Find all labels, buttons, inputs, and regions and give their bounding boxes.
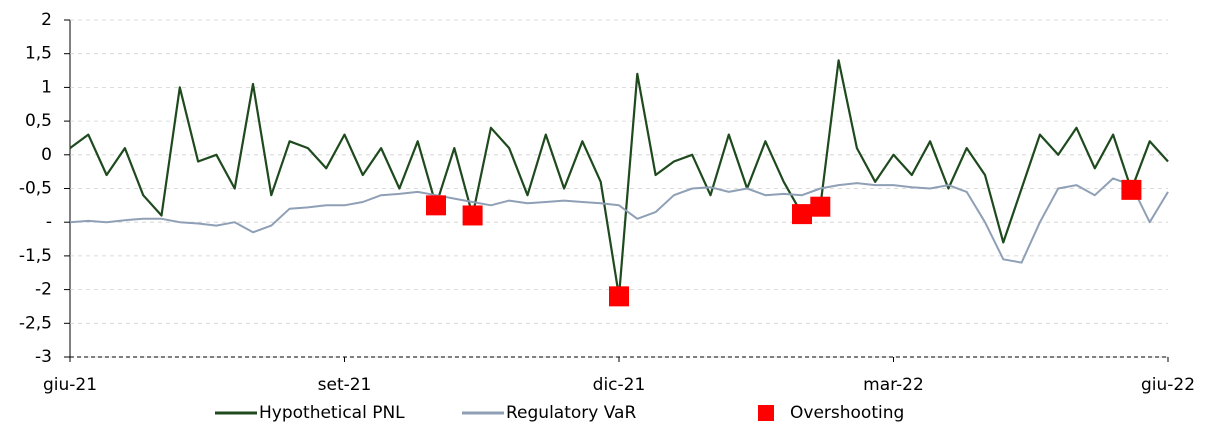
y-tick-label: - bbox=[46, 212, 52, 232]
x-tick-label: dic-21 bbox=[593, 375, 646, 395]
y-tick-label: -3 bbox=[35, 347, 52, 367]
overshoot-marker bbox=[462, 205, 483, 226]
x-tick-label: giu-22 bbox=[1141, 375, 1195, 395]
x-tick-label: set-21 bbox=[318, 375, 372, 395]
x-tick-label: mar-22 bbox=[863, 375, 924, 395]
x-tick-label: giu-21 bbox=[43, 375, 97, 395]
y-tick-label: -2 bbox=[35, 280, 52, 300]
series-line bbox=[69, 177, 1169, 264]
legend-swatch bbox=[758, 405, 774, 421]
overshoot-marker bbox=[792, 204, 812, 225]
y-tick-label: 0 bbox=[41, 145, 52, 165]
y-tick-label: -2,5 bbox=[19, 313, 52, 333]
series-line bbox=[69, 59, 1169, 298]
y-tick-label: 1 bbox=[41, 77, 52, 97]
legend-label: Hypothetical PNL bbox=[259, 403, 405, 423]
legend-label: Overshooting bbox=[790, 403, 904, 423]
y-tick-label: -0,5 bbox=[19, 179, 52, 199]
overshoot-marker bbox=[609, 286, 629, 307]
legend-label: Regulatory VaR bbox=[506, 403, 636, 423]
overshoot-marker bbox=[1121, 179, 1142, 200]
y-tick-label: 0,5 bbox=[25, 111, 52, 131]
y-tick-label: -1,5 bbox=[19, 246, 52, 266]
y-tick-label: 1,5 bbox=[25, 44, 52, 64]
overshoot-marker bbox=[426, 195, 446, 216]
y-tick-label: 2 bbox=[41, 10, 52, 30]
overshoot-marker bbox=[810, 196, 831, 217]
